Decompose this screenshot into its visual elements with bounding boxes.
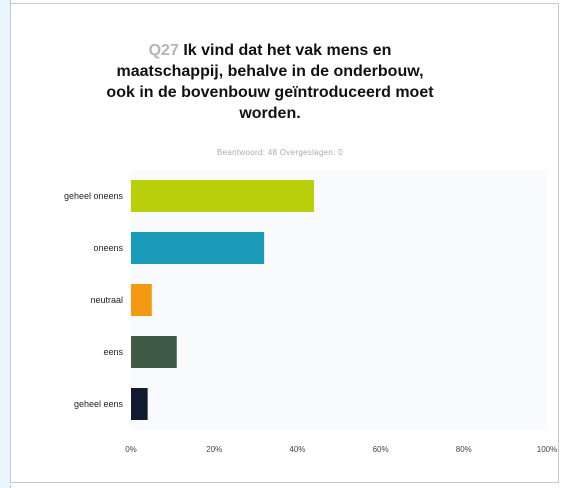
title-line-4: worden. xyxy=(239,105,301,122)
bar-1 xyxy=(131,232,265,264)
title-line-3: ook in de bovenbouw geïntroduceerd moet xyxy=(106,84,434,101)
chart-subtitle: Beantwoord: 48 Overgeslagen: 0 xyxy=(217,148,343,157)
plot-area xyxy=(131,170,547,430)
x-tick-label-4: 80% xyxy=(456,445,472,454)
category-label-4: geheel eens xyxy=(74,399,124,409)
bar-0 xyxy=(131,180,315,212)
x-tick-label-1: 20% xyxy=(206,445,222,454)
title-line-2: maatschappij, behalve in de onderbouw, xyxy=(116,63,424,80)
x-tick-label-0: 0% xyxy=(125,445,137,454)
x-tick-label-2: 40% xyxy=(289,445,305,454)
title-line-1: Ik vind dat het vak mens en xyxy=(183,42,392,59)
bar-2 xyxy=(131,284,152,316)
bar-3 xyxy=(131,336,177,368)
x-tick-label-3: 60% xyxy=(373,445,389,454)
x-tick-label-5: 100% xyxy=(537,445,557,454)
category-label-1: oneens xyxy=(93,243,123,253)
category-label-3: eens xyxy=(103,347,123,357)
category-label-0: geheel oneens xyxy=(64,191,124,201)
question-number: Q27 xyxy=(148,42,179,59)
chart-title: Q27 Ik vind dat het vak mens en maatscha… xyxy=(30,40,510,124)
category-label-2: neutraal xyxy=(90,295,123,305)
bar-4 xyxy=(131,388,148,420)
